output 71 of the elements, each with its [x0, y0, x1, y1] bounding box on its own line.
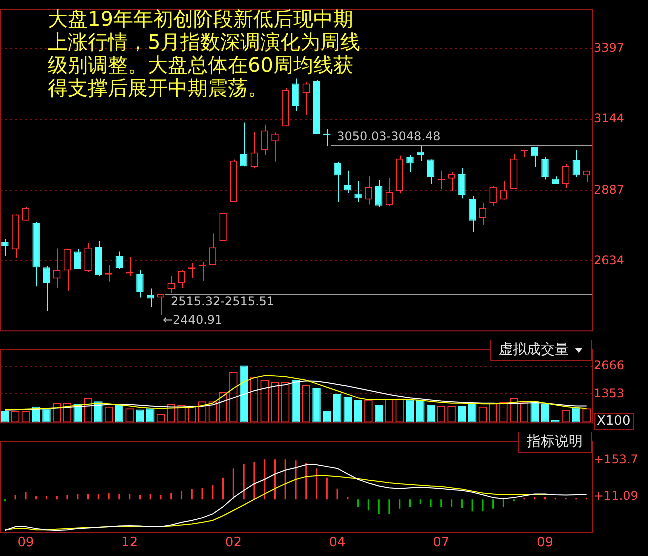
x-tick-label: 07: [433, 536, 450, 551]
bar: [344, 397, 352, 423]
candlestick: [146, 288, 154, 308]
bar: [572, 408, 581, 423]
x-tick-label: 09: [18, 536, 34, 551]
y-tick-label: +153.7: [594, 452, 638, 466]
bar: [354, 400, 362, 423]
chart-title: 虚拟成交量: [499, 341, 569, 359]
bar: [42, 408, 51, 423]
candlestick: [542, 156, 549, 180]
candlestick: [386, 178, 394, 207]
x-tick-label: 09: [536, 536, 554, 551]
candlestick: [209, 233, 217, 266]
candlestick: [490, 186, 497, 206]
bar: [530, 402, 540, 423]
bar: [426, 405, 436, 423]
x-tick-label: 02: [225, 536, 242, 551]
y-tick-label: 2634: [594, 253, 625, 268]
y-tick-label: 3144: [594, 111, 625, 126]
y-tick-label: 3397: [594, 41, 625, 56]
bar: [312, 388, 321, 423]
bar: [374, 405, 384, 423]
candlestick: [406, 154, 414, 174]
candlestick: [458, 168, 466, 200]
y-tick-label: 1353: [594, 386, 625, 400]
candlestick: [562, 164, 570, 189]
y-tick-label: 2666: [594, 358, 625, 373]
annotation: ←2440.91: [162, 313, 223, 328]
candlestick: [416, 145, 424, 162]
candlestick: [43, 265, 50, 312]
bar: [541, 404, 550, 423]
y-tick-label: +11.09: [594, 488, 638, 503]
bar: [406, 400, 414, 423]
text: 大盘19年年初创阶段新低后现中期上涨行情，5月指数深调演化为周线级别调整。大盘总体在60周均线获得支撑后展开中期震荡。: [48, 7, 362, 100]
bar: [115, 404, 124, 423]
candlestick: [572, 150, 580, 178]
candlestick: [344, 170, 352, 194]
candlestick: [84, 242, 92, 273]
candlestick: [53, 248, 61, 289]
candlestick: [427, 159, 435, 185]
candlestick: [240, 122, 248, 168]
candlestick: [375, 180, 383, 208]
candlestick: [334, 161, 342, 204]
chart-title: 指标说明: [518, 432, 592, 453]
candlestick: [365, 176, 372, 206]
candlestick: [272, 132, 279, 162]
bar: [468, 403, 477, 423]
band-label: 2515.32-2515.51: [170, 294, 275, 308]
candlestick: [468, 196, 476, 233]
bar: [146, 408, 155, 423]
candlestick: [157, 294, 165, 316]
bar: [416, 400, 425, 423]
x-tick-label: 12: [122, 536, 138, 551]
candlestick: [2, 238, 9, 258]
bar: [333, 394, 342, 423]
candlestick: [64, 248, 72, 292]
bar: [458, 406, 466, 423]
bar: [292, 380, 300, 423]
candlestick: [354, 180, 362, 204]
x-tick-label: 04: [329, 536, 346, 551]
candlestick: [448, 172, 456, 192]
bar: [240, 366, 248, 423]
candlestick: [292, 78, 300, 112]
candlestick: [136, 270, 144, 298]
y-axis-title: X100: [594, 413, 634, 430]
candlestick: [261, 124, 268, 156]
y-tick-label: 2887: [594, 182, 625, 197]
candlestick: [250, 132, 258, 170]
candlestick: [74, 248, 82, 270]
band-label: 3050.03-3048.48: [337, 130, 441, 144]
candlestick: [22, 206, 30, 222]
